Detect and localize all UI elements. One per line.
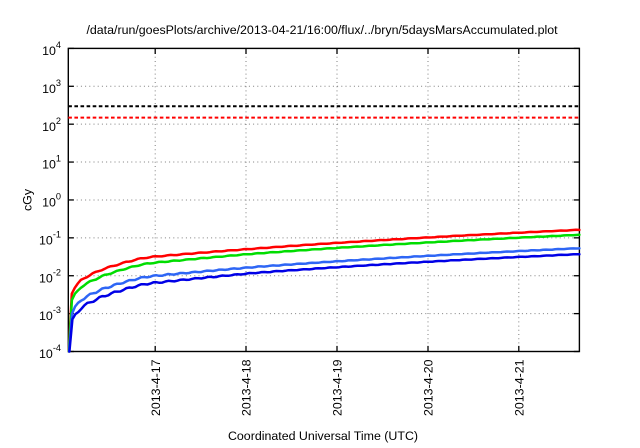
svg-text:Coordinated Universal Time (UT: Coordinated Universal Time (UTC)	[228, 429, 418, 443]
svg-text:2013-4-19: 2013-4-19	[331, 359, 345, 416]
svg-text:cGy: cGy	[21, 188, 35, 211]
svg-text:2013-4-17: 2013-4-17	[149, 359, 163, 416]
svg-text:2013-4-18: 2013-4-18	[240, 359, 254, 416]
svg-text:/data/run/goesPlots/archive/20: /data/run/goesPlots/archive/2013-04-21/1…	[86, 23, 558, 37]
svg-text:2013-4-20: 2013-4-20	[422, 359, 436, 416]
svg-text:2013-4-21: 2013-4-21	[512, 359, 526, 416]
